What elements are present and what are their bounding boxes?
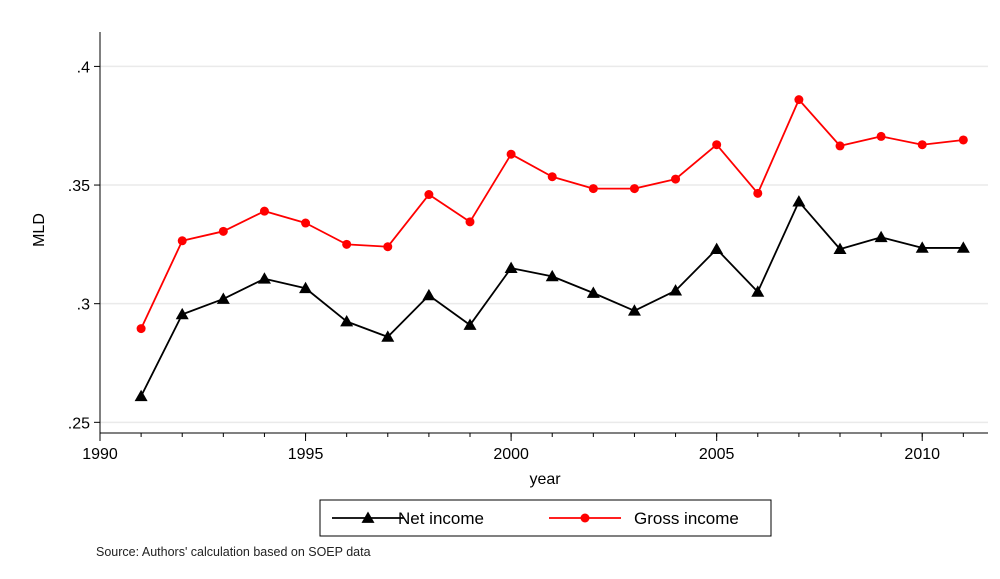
x-tick-label: 2010 [904,446,940,463]
gross-income-point [342,239,352,249]
net-income-point [463,318,477,330]
net-income-point [134,389,148,402]
legend-gross-income-marker [580,513,590,523]
data-series [134,95,970,402]
y-tick-label: .4 [77,59,90,76]
net-income-point [381,330,395,342]
grid-lines [100,65,988,424]
gross-income-point [218,226,228,236]
gross-income-point [671,174,681,184]
net-income-point [216,292,230,304]
gross-income-point [301,218,311,228]
net-income-point [422,288,436,301]
gross-income-point [136,324,146,334]
x-axis-title: year [529,471,561,488]
gross-income-point [383,242,393,252]
gross-income-point [259,206,269,216]
gross-income-point [465,217,475,227]
net-income-point [257,272,271,284]
net-income-point [710,242,724,254]
x-tick-label: 1990 [82,446,118,463]
legend-gross-income-label: Gross income [634,509,739,528]
legend-net-income-marker [361,511,375,523]
gross-income-point [506,149,516,159]
gross-income-point [629,184,639,194]
gross-income-point [177,236,187,246]
gross-income-point [588,184,598,194]
net-income-point [792,195,806,207]
gross-income-point [794,95,804,105]
legend-net-income-label: Net income [398,509,484,528]
gross-income-point [835,141,845,151]
net-income-point [874,230,888,243]
gross-income-point [917,140,927,150]
gross-income-point [958,135,968,145]
gross-income-point [712,140,722,150]
net-income-point [504,261,518,273]
gross-income-point [547,172,557,182]
net-income-point [340,314,354,327]
net-income-point [751,285,765,297]
source-note: Source: Authors' calculation based on SO… [96,545,371,559]
y-tick-label: .3 [77,297,90,314]
gross-income-point [876,131,886,141]
net-income-point [915,241,929,253]
gross-income-point [753,188,763,198]
y-tick-label: .25 [68,415,90,432]
y-tick-label: .35 [68,178,90,195]
legend: Net income Gross income [319,499,772,537]
gross-income-point [424,190,434,200]
y-axis-title: MLD [31,213,48,247]
net-income-point [545,269,559,282]
net-income-point [299,281,313,294]
net-income-point [956,241,970,253]
net-income-point [669,284,683,296]
net-income-point [175,307,189,320]
axes: .25 .3 .35 .4 1990 1995 2000 2005 2010 [68,32,988,463]
x-tick-label: 1995 [288,446,324,463]
net-income-point [586,286,600,298]
net-income-point [833,242,847,254]
x-tick-label: 2005 [699,446,735,463]
net-income-point [627,304,641,316]
x-tick-label: 2000 [493,446,529,463]
legend-items: Net income Gross income [332,509,739,528]
